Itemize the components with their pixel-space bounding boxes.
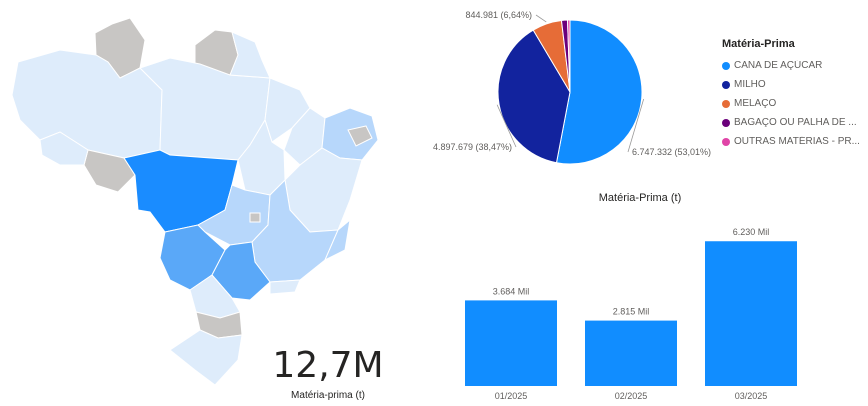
x-tick-label: 02/2025 (615, 391, 648, 401)
map-region-rio-grande-do-sul[interactable] (169, 329, 243, 386)
map-region-rondonia[interactable] (39, 131, 89, 166)
pie-data-label: 6.747.332 (53,01%) (632, 147, 711, 157)
legend-label: CANA DE AÇÚCAR (734, 60, 823, 71)
legend-label: OUTRAS MATÉRIAS - PR... (734, 136, 860, 147)
legend-title: Matéria-Prima (722, 38, 795, 50)
pie-slice[interactable] (566, 19, 571, 93)
pie-data-label: 844.981 (6,64%) (465, 10, 532, 20)
kpi-value: 12,7M (272, 345, 384, 386)
map-region-rio-de-janeiro[interactable] (269, 279, 301, 295)
legend-dot (722, 99, 730, 108)
brazil-map[interactable] (0, 0, 400, 406)
legend-label: MELAÇO (734, 98, 777, 109)
legend-dot (722, 61, 730, 70)
bar[interactable] (585, 320, 677, 386)
legend-dot (722, 80, 730, 89)
bar-data-label: 6.230 Mil (733, 227, 770, 237)
pie-data-label: 4.897.679 (38,47%) (433, 142, 512, 152)
legend-label: BAGAÇO OU PALHA DE ... (734, 117, 857, 128)
legend-item[interactable]: CANA DE AÇÚCAR (722, 56, 864, 75)
bar-chart[interactable]: 3.684 Mil 01/2025 2.815 Mil 02/2025 6.230 Mi… (440, 205, 820, 405)
pie-leader-line (496, 104, 517, 148)
x-tick-label: 03/2025 (735, 391, 768, 401)
pie-slice[interactable] (497, 29, 571, 164)
map-region-pernambuco-gray[interactable] (347, 125, 373, 147)
map-region-df[interactable] (249, 212, 261, 223)
x-tick-label: 01/2025 (495, 391, 528, 401)
bar-chart-title: Matéria-Prima (t) (598, 192, 682, 204)
legend-label: MILHO (734, 79, 766, 90)
pie-chart[interactable]: 6.747.332 (53,01%) 4.897.679 (38,47%) 844.… (400, 0, 720, 190)
legend-item[interactable]: MILHO (722, 75, 864, 94)
pie-legend: Matéria-Prima CANA DE AÇÚCAR MILHO MELAÇ… (722, 38, 864, 151)
pie-leader-line (627, 98, 645, 153)
pie-slice[interactable] (555, 19, 643, 165)
bar[interactable] (705, 241, 797, 386)
legend-item[interactable]: MELAÇO (722, 94, 864, 113)
map-region-espirito-santo[interactable] (323, 218, 351, 262)
pie-leader-line (535, 14, 547, 23)
bar-data-label: 3.684 Mil (493, 286, 530, 296)
bar[interactable] (465, 300, 557, 386)
bar-data-label: 2.815 Mil (613, 307, 650, 317)
legend-dot (722, 137, 730, 146)
legend-dot (722, 118, 730, 127)
kpi-label: Matéria-prima (t) (291, 390, 365, 401)
legend-item[interactable]: OUTRAS MATÉRIAS - PR... (722, 132, 864, 151)
map-region-minas-gerais[interactable] (251, 178, 339, 283)
legend-item[interactable]: BAGAÇO OU PALHA DE ... (722, 113, 864, 132)
